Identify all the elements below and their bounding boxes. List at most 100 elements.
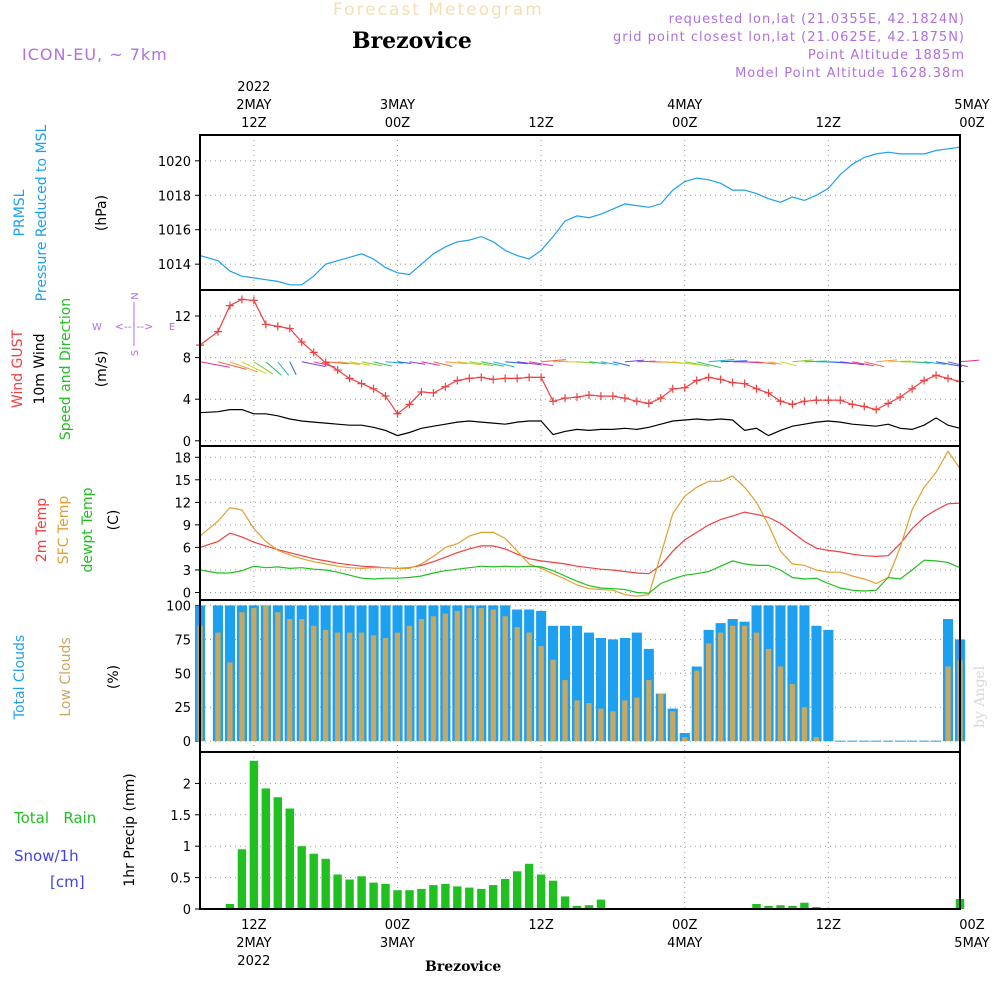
point-altitude: Point Altitude 1885m xyxy=(808,48,965,63)
rain-bar xyxy=(453,886,462,909)
temp-label-dewpt: dewpt Temp xyxy=(80,487,96,572)
top-time-label: 3MAY xyxy=(380,98,415,113)
bottom-time-label: 12Z xyxy=(241,918,267,933)
rain-bar xyxy=(764,905,773,909)
rain-bar xyxy=(441,883,450,909)
wind-gust-marker xyxy=(261,320,270,329)
temp-sfc-line xyxy=(199,450,961,597)
temp-ytick-label: 15 xyxy=(174,474,191,489)
wind-label-10m: 10m Wind xyxy=(32,333,48,404)
bottom-time-label: 3MAY xyxy=(380,936,415,951)
low-cloud-bar xyxy=(634,697,640,742)
wind-arrow xyxy=(325,361,349,365)
wind-gust-marker xyxy=(776,397,785,406)
wind-arrow xyxy=(936,361,963,367)
temp-2m-line xyxy=(199,502,961,575)
temp-unit: (C) xyxy=(106,510,122,531)
rain-bar xyxy=(584,905,594,909)
low-cloud-bar xyxy=(478,608,484,742)
temp-ytick-label: 3 xyxy=(183,564,191,579)
wind-gust-marker xyxy=(357,379,366,388)
wind-panel: 0 4 8 12 xyxy=(174,289,980,450)
wind-gust-marker xyxy=(537,373,546,382)
wind-arrow xyxy=(624,359,645,363)
wind-gust-marker xyxy=(405,400,414,409)
total-cloud-bar xyxy=(572,625,583,742)
wind-arrow xyxy=(756,361,776,365)
cloud-labels: Total Clouds Low Clouds (%) xyxy=(12,635,122,720)
low-cloud-bar xyxy=(311,625,317,742)
wind-gust-marker xyxy=(596,392,605,401)
wind-arrow xyxy=(600,361,619,366)
low-cloud-bar xyxy=(610,711,616,742)
low-cloud-bar xyxy=(514,627,520,742)
rain-bar xyxy=(776,905,785,909)
rain-bar xyxy=(489,885,498,909)
low-cloud-bar xyxy=(646,680,652,742)
top-time-label: 12Z xyxy=(816,116,842,131)
wind-gust-marker xyxy=(584,391,593,400)
pressure-ytick-label: 1014 xyxy=(158,258,191,273)
rain-bar xyxy=(417,888,426,909)
wind-arrow xyxy=(672,361,698,366)
wind-gust-marker xyxy=(345,374,354,383)
top-time-label: 00Z xyxy=(959,116,985,131)
low-cloud-bar xyxy=(323,629,329,742)
temp-dewpt-line xyxy=(199,559,961,594)
wind-arrow xyxy=(385,361,404,364)
grid-point-coords: grid point closest lon,lat (21.0625E, 42… xyxy=(613,30,965,45)
top-time-label: 2022 xyxy=(237,80,270,95)
low-cloud-bar xyxy=(777,666,784,742)
temp-labels: 2m Temp SFC Temp dewpt Temp (C) xyxy=(34,487,122,572)
wind-arrow xyxy=(199,361,230,368)
precip-unit: 1hr Precip (mm) xyxy=(122,773,138,886)
low-cloud-bar xyxy=(335,632,341,742)
wind-arrow xyxy=(780,361,797,367)
bottom-time-label: 2022 xyxy=(237,954,270,969)
low-cloud-bar xyxy=(741,625,748,742)
low-cloud-bar xyxy=(227,662,233,742)
wind-gust-marker xyxy=(740,379,749,388)
pressure-ytick-label: 1016 xyxy=(158,224,191,239)
clouds-ytick-label: 50 xyxy=(174,667,191,682)
rain-bar xyxy=(297,846,306,909)
rain-bar xyxy=(273,797,282,909)
wind-gust-marker xyxy=(656,394,665,403)
model-altitude: Model Point Altitude 1628.38m xyxy=(735,66,965,81)
cloud-label-low: Low Clouds xyxy=(58,637,74,716)
wind-gust-marker xyxy=(680,383,689,392)
rain-bar xyxy=(501,878,510,909)
wind-gust-marker xyxy=(561,394,570,403)
wind-gust-marker xyxy=(788,400,797,409)
wind-gust-marker xyxy=(477,373,486,382)
wind-arrow xyxy=(373,361,393,367)
pressure-label-msl: Pressure Reduced to MSL xyxy=(34,124,50,301)
faded-title: Forecast Meteogram xyxy=(333,0,544,20)
top-time-label: 4MAY xyxy=(667,98,702,113)
compass-rose: <--!--> N S W E xyxy=(92,292,175,356)
low-cloud-bar xyxy=(347,632,353,742)
rain-bar xyxy=(405,890,414,909)
wind-arrow xyxy=(708,359,735,363)
wind-arrow xyxy=(576,361,596,364)
temp-panel: 0 3 6 9 12 15 18 xyxy=(174,445,961,601)
wind-gust-marker xyxy=(249,296,258,305)
wind-arrow xyxy=(636,360,656,363)
rain-bar xyxy=(357,876,366,909)
low-cloud-bar xyxy=(538,646,544,742)
precip-ytick-label: 1.5 xyxy=(170,809,191,824)
pressure-line xyxy=(199,146,961,286)
low-cloud-bar xyxy=(287,619,293,742)
clouds-ytick-label: 100 xyxy=(166,599,191,614)
total-cloud-bar xyxy=(607,639,618,742)
temp-ytick-label: 9 xyxy=(183,519,191,534)
rain-bar xyxy=(237,849,247,909)
wind-arrow xyxy=(445,361,468,365)
rain-bar xyxy=(465,887,474,909)
wind-arrow xyxy=(337,361,360,365)
top-time-label: 5MAY xyxy=(954,98,989,113)
low-cloud-bar xyxy=(562,680,568,742)
wind-gust-marker xyxy=(237,295,246,304)
pressure-ytick-label: 1018 xyxy=(158,189,191,204)
